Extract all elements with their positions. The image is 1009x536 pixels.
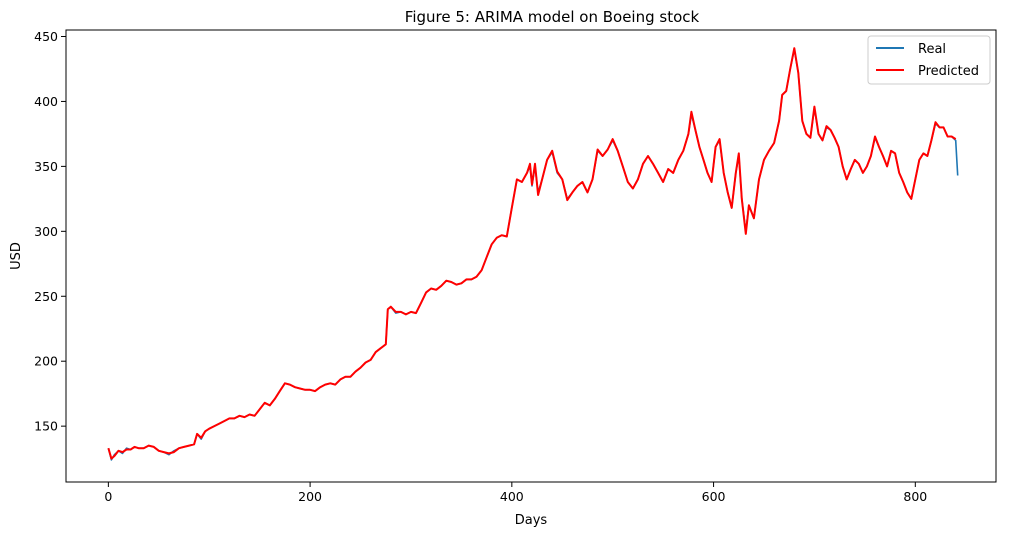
x-tick-label: 800	[903, 489, 927, 504]
legend-label-predicted: Predicted	[918, 64, 979, 79]
y-tick-label: 250	[34, 289, 58, 304]
x-axis: 0 200 400 600 800	[104, 482, 927, 504]
y-axis-label: USD	[9, 242, 24, 270]
y-tick-label: 200	[34, 354, 58, 369]
x-tick-label: 600	[702, 489, 726, 504]
series-layer	[107, 47, 959, 461]
chart-title: Figure 5: ARIMA model on Boeing stock	[405, 8, 700, 26]
y-tick-label: 350	[34, 159, 58, 174]
y-tick-label: 400	[34, 94, 58, 109]
y-tick-label: 150	[34, 419, 58, 434]
y-tick-label: 300	[34, 224, 58, 239]
x-tick-label: 200	[298, 489, 322, 504]
y-axis: 150 200 250 300 350 400 450	[34, 29, 66, 434]
plot-area	[65, 29, 997, 483]
x-tick-label: 0	[104, 489, 112, 504]
series-line-predicted	[107, 47, 957, 460]
x-axis-label: Days	[515, 513, 548, 528]
legend-label-real: Real	[918, 42, 946, 57]
x-tick-label: 400	[500, 489, 524, 504]
y-tick-label: 450	[34, 29, 58, 44]
legend: Real Predicted	[867, 35, 991, 85]
